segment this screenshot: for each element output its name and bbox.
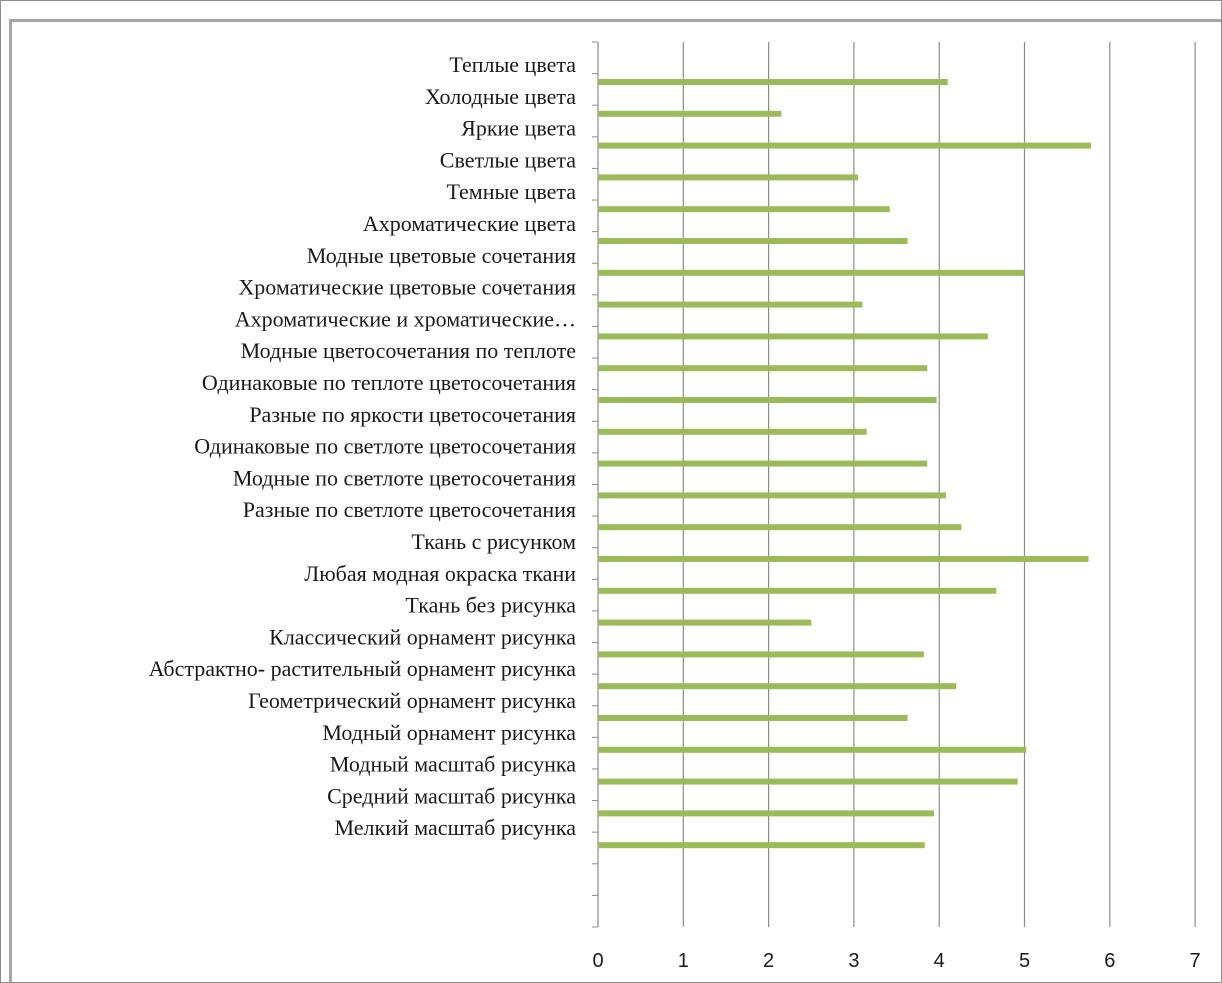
bar: [598, 746, 1027, 753]
bar: [598, 333, 988, 340]
x-tick-label: 5: [1019, 950, 1030, 972]
x-tick-label: 1: [678, 950, 689, 972]
x-tick-label: 6: [1104, 950, 1115, 972]
bar: [598, 587, 997, 594]
category-label: Модные по светлоте цветосочетания: [233, 465, 576, 490]
bar: [598, 269, 1025, 276]
category-label: Абстрактно- растительный орнамент рисунк…: [149, 656, 577, 681]
bar: [598, 778, 1018, 785]
category-label: Теплые цвета: [449, 52, 576, 77]
category-label: Ткань без рисунка: [405, 593, 576, 618]
x-tick-label: 0: [592, 950, 603, 972]
bar: [598, 460, 928, 467]
bar: [598, 238, 908, 244]
category-label: Одинаковые по светлоте цветосочетания: [194, 434, 576, 459]
x-tick-label: 2: [763, 950, 774, 972]
category-label: Разные по светлоте цветосочетания: [243, 497, 576, 522]
category-label: Холодные цвета: [425, 84, 576, 109]
bar: [598, 556, 1089, 562]
category-label: Разные по яркости цветосочетания: [249, 402, 576, 427]
category-label: Мелкий масштаб рисунка: [335, 815, 577, 840]
category-label: Модные цветосочетания по теплоте: [241, 338, 576, 363]
bar: [598, 397, 937, 403]
bar: [598, 174, 859, 181]
category-label: Средний масштаб рисунка: [327, 783, 576, 808]
bar: [598, 683, 957, 690]
category-label: Яркие цвета: [461, 116, 576, 141]
bar: [598, 365, 928, 372]
category-label: Классический орнамент рисунка: [269, 624, 576, 649]
category-label: Ахроматические цвета: [363, 211, 576, 236]
category-label: Светлые цвета: [440, 147, 576, 172]
category-label: Ахроматические и хроматические…: [235, 306, 576, 331]
category-label: Геометрический орнамент рисунка: [248, 688, 576, 713]
x-tick-label: 7: [1190, 950, 1201, 972]
category-label: Модный орнамент рисунка: [322, 720, 576, 745]
bar: [598, 524, 962, 531]
bar: [598, 428, 867, 435]
category-label: Модные цветовые сочетания: [307, 243, 576, 268]
category-label: Модный масштаб рисунка: [330, 752, 576, 777]
category-label: Темные цвета: [446, 179, 576, 204]
x-tick-label: 3: [848, 950, 859, 972]
category-label: Ткань с рисунком: [411, 529, 576, 554]
bar: [598, 206, 890, 213]
x-tick-label: 4: [934, 950, 945, 972]
bar: [598, 79, 948, 85]
category-label: Одинаковые по теплоте цветосочетания: [202, 370, 576, 395]
bar: [598, 810, 935, 817]
bar: [598, 301, 863, 308]
bar: [598, 142, 1092, 149]
bar: [598, 715, 908, 721]
bar: [598, 492, 947, 499]
category-label: Хроматические цветовые сочетания: [238, 275, 576, 300]
bar: [598, 619, 812, 626]
category-label: Любая модная окраска ткани: [304, 561, 576, 586]
bar: [598, 110, 782, 117]
bar: [598, 651, 924, 658]
bar: [598, 842, 925, 849]
